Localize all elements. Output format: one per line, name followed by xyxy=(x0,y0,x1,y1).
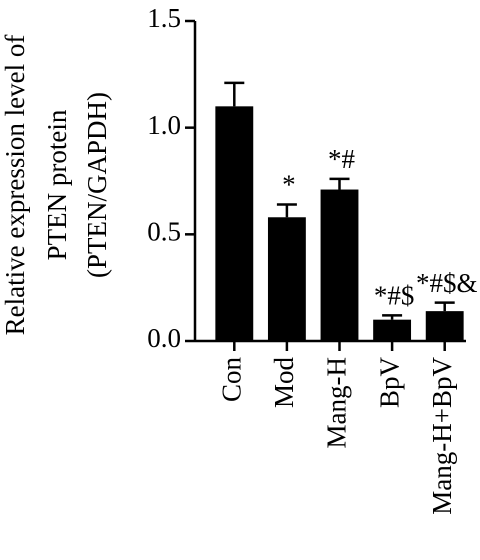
bar xyxy=(373,319,412,341)
significance-label: *#$ xyxy=(374,281,415,311)
x-tick-label: BpV xyxy=(374,357,404,409)
y-axis-label: PTEN protein xyxy=(42,109,72,260)
bar xyxy=(425,311,464,341)
y-tick-label: 1.5 xyxy=(147,3,181,33)
y-tick-label: 0.0 xyxy=(147,323,181,353)
bar xyxy=(267,217,306,341)
bar xyxy=(320,189,359,341)
x-tick-label: Mod xyxy=(269,357,299,409)
bar xyxy=(215,106,254,341)
significance-label: * xyxy=(282,170,296,200)
significance-label: *# xyxy=(328,144,356,174)
y-axis-label: Relative expression level of xyxy=(0,35,30,336)
x-tick-label: Mang-H+BpV xyxy=(427,357,457,515)
y-tick-label: 1.0 xyxy=(147,110,181,140)
y-axis-label: (PTEN/GAPDH) xyxy=(82,92,112,278)
error-bar xyxy=(329,177,350,190)
x-tick-label: Mang-H xyxy=(322,357,352,448)
error-bar xyxy=(382,314,403,320)
error-bar xyxy=(276,203,297,218)
y-tick-label: 0.5 xyxy=(147,217,181,247)
error-bar xyxy=(224,81,245,107)
error-bar xyxy=(434,301,455,312)
significance-label: *#$& xyxy=(416,268,478,298)
x-tick-label: Con xyxy=(217,357,247,403)
